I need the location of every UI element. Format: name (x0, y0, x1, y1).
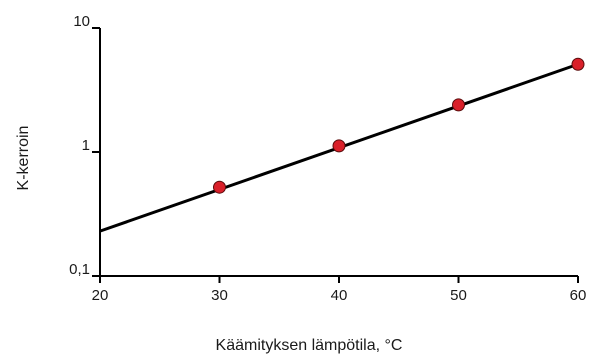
data-point (571, 57, 585, 71)
x-tick-label: 50 (450, 287, 467, 304)
data-point (452, 98, 465, 112)
data-point (213, 180, 226, 194)
y-axis-label: K-kerroin (15, 126, 32, 191)
y-tick-label: 10 (73, 13, 90, 30)
series (99, 57, 585, 233)
x-tick-label: 40 (331, 287, 348, 304)
data-point (332, 139, 346, 153)
x-ticks: 20 30 40 50 60 (92, 276, 587, 304)
x-tick-label: 20 (92, 287, 109, 304)
x-tick-label: 30 (211, 287, 228, 304)
y-tick-label: 0,1 (69, 261, 90, 278)
y-tick-label: 1 (82, 137, 90, 154)
x-axis-label: Käämityksen lämpötila, °C (216, 337, 403, 354)
y-ticks: 0,1 1 10 (69, 13, 100, 278)
x-tick-label: 60 (570, 287, 587, 304)
